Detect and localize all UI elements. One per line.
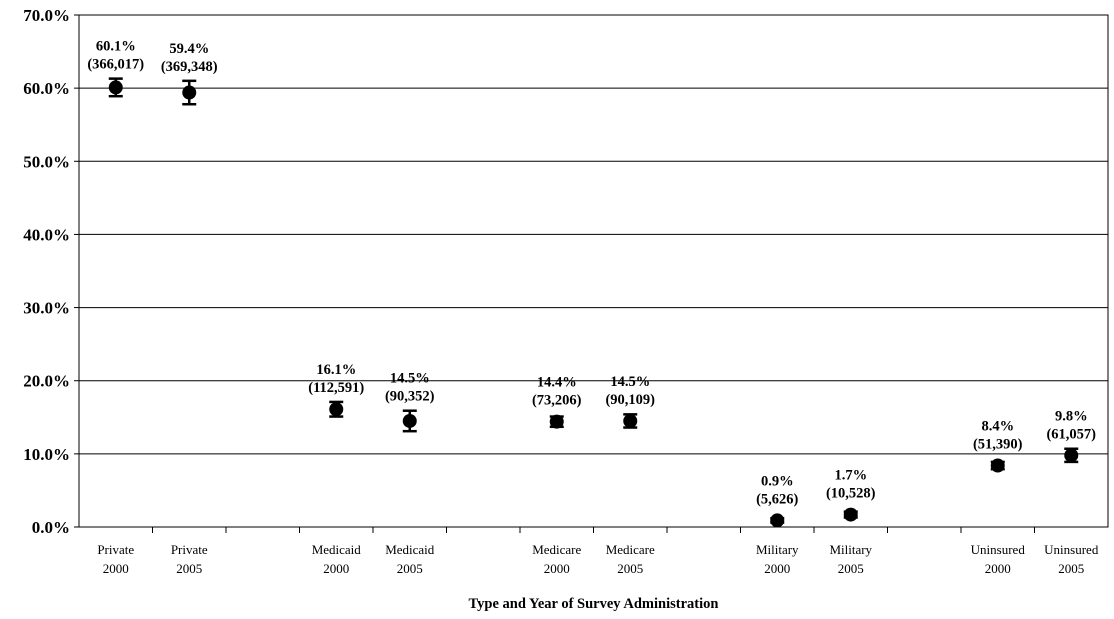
data-label-percent: 8.4% [981,419,1014,435]
data-label-percent: 14.4% [537,375,577,391]
axes [74,14,1109,533]
data-point [623,413,638,428]
data-label-count: (61,057) [1046,426,1096,442]
data-label-percent: 14.5% [390,371,430,387]
x-tick-label-type: Military [829,542,872,557]
x-tick-label-year: 2000 [323,561,349,576]
x-tick-label-year: 2000 [103,561,129,576]
x-tick-labels: Private 2000 Private 2005 Medicaid 2000 Medica… [97,542,1098,576]
x-tick-label-year: 2005 [838,561,864,576]
x-tick-label-year: 2005 [617,561,643,576]
x-tick-label-year: 2000 [985,561,1011,576]
x-tick-label-type: Medicare [532,542,581,557]
x-tick-label-type: Uninsured [971,542,1026,557]
data-label-percent: 0.9% [761,473,794,489]
x-tick-label-type: Medicaid [385,542,435,557]
data-point [108,80,123,95]
data-point [329,402,344,417]
data-label-percent: 9.8% [1055,408,1088,424]
y-tick-label: 0.0% [32,518,70,537]
y-tick-label: 60.0% [23,79,70,98]
data-label-count: (10,528) [826,486,876,502]
x-tick-label-year: 2000 [544,561,570,576]
data-label-count: (73,206) [532,393,582,409]
x-axis-title: Type and Year of Survey Administration [469,596,719,612]
data-label-percent: 16.1% [316,362,356,378]
y-tick-label: 30.0% [23,299,70,318]
y-tick-label: 10.0% [23,445,70,464]
data-label-percent: 1.7% [834,468,867,484]
y-tick-label: 50.0% [23,152,70,171]
data-label-count: (112,591) [308,380,364,396]
x-tick-label-year: 2005 [397,561,423,576]
x-tick-label-year: 2005 [1058,561,1084,576]
y-tick-label: 70.0% [23,6,70,25]
data-labels: 60.1% (366,017) 59.4% (369,348) 16.1% (112,59… [87,39,1096,508]
x-tick-label-type: Military [756,542,799,557]
data-points [108,77,1079,528]
x-tick-label-type: Medicare [606,542,655,557]
gridlines [79,14,1108,528]
data-point [1064,448,1079,463]
x-tick-label-type: Medicaid [312,542,362,557]
data-label-count: (366,017) [87,57,144,73]
data-label-count: (369,348) [161,59,218,75]
y-tick-label: 40.0% [23,225,70,244]
data-label-percent: 60.1% [96,39,136,55]
y-tick-label: 20.0% [23,372,70,391]
data-point [990,458,1005,473]
x-tick-label-type: Uninsured [1044,542,1099,557]
data-point [843,507,858,522]
x-tick-label-type: Private [97,542,134,557]
x-tick-label-year: 2005 [176,561,202,576]
data-point [182,85,197,100]
data-label-count: (51,390) [973,437,1023,453]
data-label-percent: 14.5% [610,374,650,390]
plot-frame [78,14,1109,528]
data-point [770,513,785,528]
x-tick-label-year: 2000 [764,561,790,576]
data-point [549,414,564,429]
data-label-count: (5,626) [756,491,798,507]
data-label-percent: 59.4% [169,41,209,57]
y-tick-labels: 0.0% 10.0% 20.0% 30.0% 40.0% 50.0% 60.0% 70.0% [23,6,70,537]
data-label-count: (90,109) [605,392,655,408]
x-tick-label-type: Private [171,542,208,557]
data-label-count: (90,352) [385,389,435,405]
data-point [402,413,417,428]
